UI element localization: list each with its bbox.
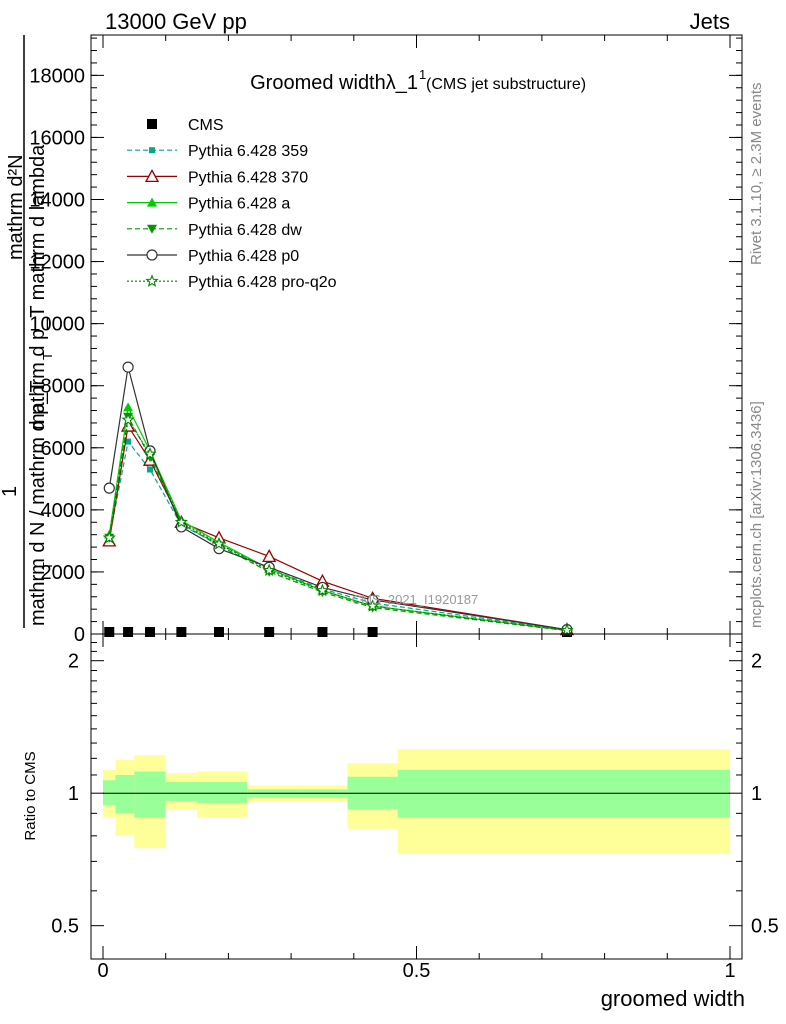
- data-point: [176, 627, 187, 637]
- legend-marker: [145, 274, 159, 287]
- y-tick-label: 6000: [41, 438, 86, 460]
- data-point: [560, 623, 574, 636]
- legend-label: CMS: [188, 117, 224, 134]
- y-tick-label: 10000: [29, 314, 85, 336]
- legend-item: Pythia 6.428 dw: [127, 222, 302, 239]
- data-point: [121, 412, 135, 426]
- y-label-numerator-line2: mathrm d p_T mathrm d lambda: [27, 144, 49, 430]
- legend-label: Pythia 6.428 a: [188, 196, 290, 213]
- ratio-y-label: Ratio to CMS: [22, 751, 39, 840]
- chart-title-superscript: 1: [419, 67, 426, 82]
- main-series-layer: [102, 361, 575, 637]
- ratio-y-tick-label: 2: [68, 651, 79, 673]
- data-point: [123, 627, 134, 637]
- data-point: [122, 361, 134, 373]
- data-point: [145, 627, 156, 637]
- ratio-plot-panel: 0.5 0.51 12 2 0 0.5 1 Ratio to CMS groomed wi…: [22, 633, 779, 1011]
- legend-marker: [147, 119, 157, 129]
- ratio-y-tick-label-right: 2: [751, 651, 762, 673]
- legend-item: Pythia 6.428 pro-q2o: [127, 274, 337, 291]
- y-label-subscript-a: T: [40, 352, 55, 360]
- data-point: [264, 627, 275, 637]
- mcplots-source-label: mcplots.cern.ch [arXiv:1306.3436]: [748, 401, 765, 628]
- legend-label: Pythia 6.428 pro-q2o: [188, 274, 337, 291]
- ratio-y-tick-label-right: 0.5: [751, 916, 779, 938]
- series-line: [108, 418, 568, 631]
- y-tick-label: 4000: [41, 500, 86, 522]
- header-energy-label: 13000 GeV pp: [105, 9, 247, 34]
- main-plot-panel: 0 2000 4000 6000 8000 10000 12000 14000 16000 180…: [29, 34, 743, 646]
- y-label-denominator: mathrm d N / mathrm d p_T: [27, 380, 49, 626]
- ratio-y-tick-label-right: 1: [751, 783, 762, 805]
- ratio-uncertainty-bands: [103, 749, 730, 854]
- data-point: [123, 402, 134, 412]
- data-point: [125, 438, 132, 445]
- legend-item: Pythia 6.428 359: [127, 143, 308, 160]
- legend-marker: [144, 169, 160, 183]
- data-point: [315, 583, 330, 597]
- y-label-subscript-b: T: [40, 562, 55, 570]
- series-line: [108, 440, 568, 631]
- data-point: [212, 537, 226, 550]
- legend-label: Pythia 6.428 p0: [188, 248, 299, 265]
- legend-marker: [149, 147, 155, 154]
- x-tick-label: 0.5: [403, 960, 431, 982]
- y-tick-label: 2000: [41, 562, 86, 584]
- data-point: [213, 627, 224, 637]
- ratio-band-inner: [103, 780, 116, 806]
- ratio-y-tick-label: 1: [68, 783, 79, 805]
- legend-item: Pythia 6.428 370: [127, 169, 308, 186]
- x-tick-label: 1: [724, 960, 735, 982]
- ratio-band-inner: [197, 782, 248, 803]
- x-axis-label: groomed width: [601, 986, 745, 1011]
- data-point: [143, 447, 157, 460]
- legend-item: Pythia 6.428 p0: [127, 248, 299, 265]
- y-label-numerator-line1: mathrm d²N: [5, 154, 27, 260]
- data-point: [147, 466, 154, 473]
- chart-title: Groomed widthλ_1: [250, 72, 418, 94]
- y-label-fraction-one: 1: [0, 486, 21, 497]
- rivet-version-label: Rivet 3.1.10, ≥ 2.3M events: [748, 83, 765, 266]
- y-tick-label: 16000: [29, 127, 85, 149]
- ratio-y-tick-label: 0.5: [51, 916, 79, 938]
- header-category-label: Jets: [690, 9, 730, 34]
- analysis-id-label: CMS_2021_I1920187: [352, 592, 479, 607]
- y-tick-label: 8000: [41, 376, 86, 398]
- legend-item: CMS: [147, 117, 224, 134]
- legend-label: Pythia 6.428 dw: [188, 222, 302, 239]
- ratio-band-inner: [165, 782, 198, 801]
- legend-marker: [146, 249, 158, 261]
- data-point: [262, 563, 276, 577]
- legend: CMS Pythia 6.428 359 Pythia 6.428 370 Pythi…: [127, 117, 337, 291]
- ratio-band-inner: [134, 771, 166, 818]
- legend-label: Pythia 6.428 359: [188, 143, 308, 160]
- data-point: [262, 549, 277, 563]
- ratio-band-inner: [397, 769, 730, 818]
- y-tick-label: 12000: [29, 252, 85, 274]
- data-point: [103, 482, 115, 494]
- data-point: [317, 627, 328, 637]
- chart-subtitle: (CMS jet substructure): [426, 76, 586, 93]
- ratio-y-axis: 0.5 0.5 1 1 2 2: [51, 641, 779, 938]
- legend-item: Pythia 6.428 a: [127, 196, 290, 213]
- main-y-axis: 0 2000 4000 6000 8000 10000 12000 14000 16000 180…: [29, 35, 742, 646]
- y-tick-label: 0: [74, 624, 85, 646]
- main-y-axis-label: mathrm d²N mathrm d p_T mathrm d lambda …: [0, 35, 55, 628]
- data-point: [367, 627, 378, 637]
- data-point: [365, 599, 380, 612]
- y-tick-label: 14000: [29, 189, 85, 211]
- legend-marker: [147, 224, 157, 234]
- legend-marker: [147, 197, 157, 207]
- data-point: [174, 515, 189, 528]
- ratio-band-inner: [115, 774, 135, 814]
- legend-label: Pythia 6.428 370: [188, 169, 308, 186]
- y-tick-label: 18000: [29, 65, 85, 87]
- series-pythia-6-428-pro-q2o: [102, 412, 574, 636]
- ratio-x-axis: 0 0.5 1: [97, 634, 736, 982]
- data-point: [102, 530, 116, 544]
- x-tick-label: 0: [97, 960, 108, 982]
- data-point: [104, 627, 115, 637]
